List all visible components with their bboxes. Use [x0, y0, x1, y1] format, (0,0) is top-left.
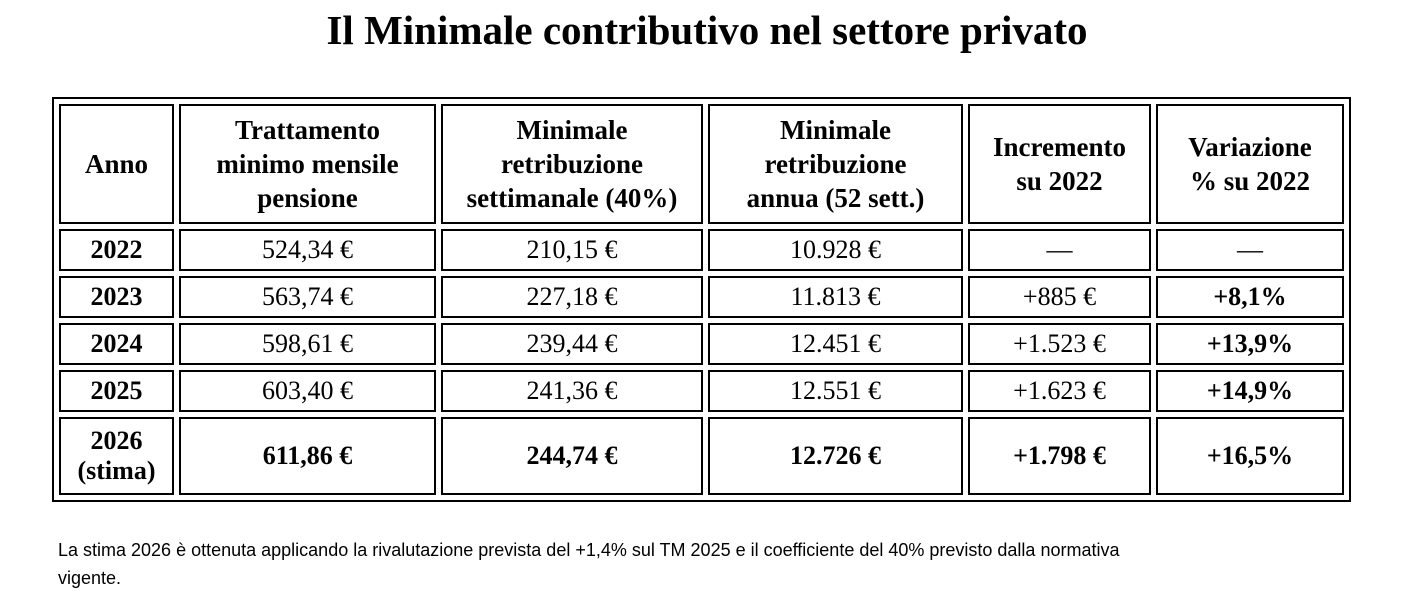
cell-minimale-settimanale: 241,36 € [441, 370, 703, 412]
col-header-incremento: Incremento su 2022 [968, 104, 1151, 224]
cell-variazione: +13,9% [1156, 323, 1344, 365]
cell-incremento: +1.798 € [968, 417, 1151, 495]
cell-incremento: +1.623 € [968, 370, 1151, 412]
cell-trattamento-minimo: 598,61 € [179, 323, 436, 365]
minimale-contributivo-table: Anno Trattamento minimo mensile pensione… [52, 97, 1351, 502]
cell-trattamento-minimo: 524,34 € [179, 229, 436, 271]
cell-minimale-settimanale: 244,74 € [441, 417, 703, 495]
table-row-2024: 2024 598,61 € 239,44 € 12.451 € +1.523 €… [59, 323, 1344, 365]
cell-anno: 2025 [59, 370, 174, 412]
cell-incremento: +1.523 € [968, 323, 1151, 365]
page-title: Il Minimale contributivo nel settore pri… [326, 7, 1088, 53]
cell-minimale-annua: 11.813 € [708, 276, 963, 318]
footnote-stima-2026: La stima 2026 è ottenuta applicando la r… [58, 540, 1120, 588]
cell-trattamento-minimo: 603,40 € [179, 370, 436, 412]
cell-minimale-annua: 12.451 € [708, 323, 963, 365]
cell-variazione: +8,1% [1156, 276, 1344, 318]
cell-anno: 2022 [59, 229, 174, 271]
cell-incremento: +885 € [968, 276, 1151, 318]
table-row-2023: 2023 563,74 € 227,18 € 11.813 € +885 € +… [59, 276, 1344, 318]
table-row-2025: 2025 603,40 € 241,36 € 12.551 € +1.623 €… [59, 370, 1344, 412]
cell-trattamento-minimo: 563,74 € [179, 276, 436, 318]
cell-variazione: +16,5% [1156, 417, 1344, 495]
cell-minimale-annua: 12.726 € [708, 417, 963, 495]
cell-incremento: — [968, 229, 1151, 271]
cell-minimale-settimanale: 227,18 € [441, 276, 703, 318]
col-header-variazione: Variazione % su 2022 [1156, 104, 1344, 224]
cell-minimale-annua: 12.551 € [708, 370, 963, 412]
cell-variazione: — [1156, 229, 1344, 271]
table-row-2026-stima: 2026 (stima) 611,86 € 244,74 € 12.726 € … [59, 417, 1344, 495]
cell-minimale-settimanale: 239,44 € [441, 323, 703, 365]
cell-anno: 2023 [59, 276, 174, 318]
table-row-2022: 2022 524,34 € 210,15 € 10.928 € — — [59, 229, 1344, 271]
cell-anno: 2026 (stima) [59, 417, 174, 495]
header-row: Anno Trattamento minimo mensile pensione… [59, 104, 1344, 224]
cell-variazione: +14,9% [1156, 370, 1344, 412]
cell-trattamento-minimo: 611,86 € [179, 417, 436, 495]
col-header-anno: Anno [59, 104, 174, 224]
col-header-minimale-annua: Minimale retribuzione annua (52 sett.) [708, 104, 963, 224]
cell-anno: 2024 [59, 323, 174, 365]
cell-minimale-annua: 10.928 € [708, 229, 963, 271]
col-header-trattamento-minimo: Trattamento minimo mensile pensione [179, 104, 436, 224]
col-header-minimale-settimanale: Minimale retribuzione settimanale (40%) [441, 104, 703, 224]
cell-minimale-settimanale: 210,15 € [441, 229, 703, 271]
